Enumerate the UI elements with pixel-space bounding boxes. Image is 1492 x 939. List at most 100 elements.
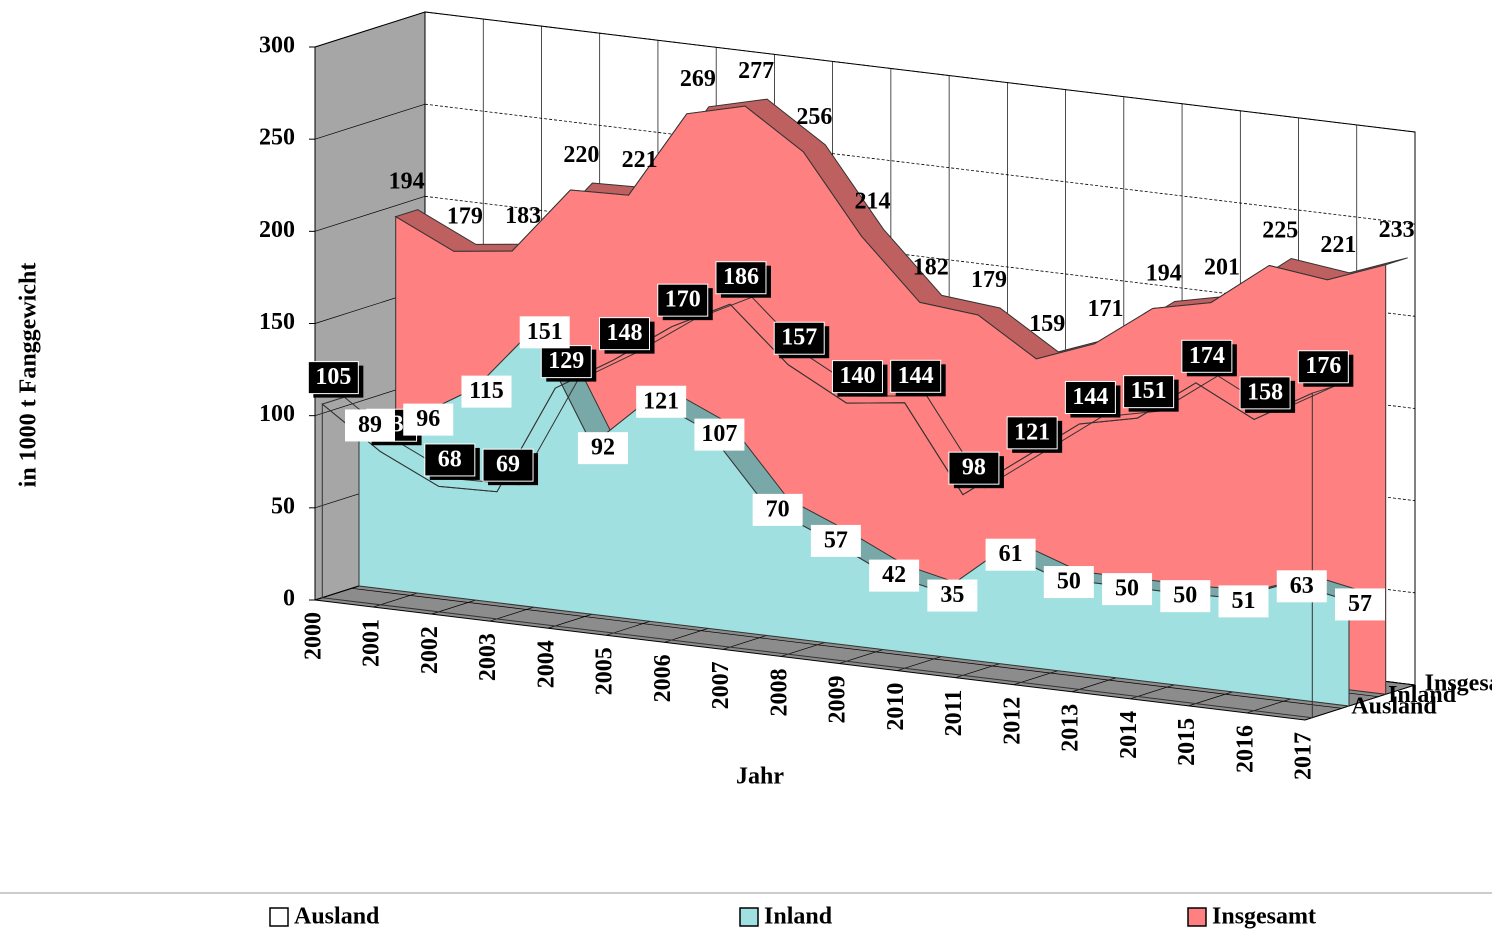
data-label: 159: [1029, 311, 1065, 337]
data-label: 194: [389, 169, 425, 195]
data-label: 194: [1146, 260, 1182, 286]
data-label: 183: [505, 203, 541, 229]
x-tick-label: 2000: [301, 612, 327, 660]
x-tick-label: 2007: [708, 661, 734, 709]
data-label: 35: [940, 582, 964, 608]
x-tick-label: 2005: [592, 647, 618, 695]
data-label: 63: [1290, 573, 1314, 599]
label-box: [869, 559, 920, 592]
label-box: [948, 451, 1000, 485]
data-label: 269: [680, 66, 716, 92]
label-box: [307, 361, 359, 395]
data-label: 42: [882, 562, 906, 588]
x-tick-label: 2011: [941, 690, 967, 737]
grid-line: [314, 195, 426, 232]
y-tick-label: 300: [259, 33, 295, 59]
data-label: 57: [1348, 591, 1372, 617]
x-tick-label: 2012: [999, 697, 1025, 745]
label-box: [599, 317, 651, 351]
legend-swatch: [739, 907, 759, 927]
label-box: [1276, 570, 1327, 603]
data-label: 220: [563, 142, 599, 168]
data-label: 129: [548, 348, 584, 374]
x-tick-label: 2010: [883, 683, 909, 731]
x-tick-label: 2016: [1232, 725, 1258, 773]
x-tick-label: 2017: [1291, 732, 1317, 780]
data-label: 50: [1173, 583, 1197, 609]
label-box: [715, 261, 767, 295]
data-label: 179: [447, 203, 483, 229]
data-label: 214: [855, 188, 891, 214]
data-label: 144: [898, 363, 934, 389]
x-tick-label: 2008: [766, 668, 792, 716]
x-tick-label: 2015: [1174, 718, 1200, 766]
data-label: 233: [1379, 217, 1415, 243]
legend-swatch: [1187, 907, 1207, 927]
y-tick-label: 150: [259, 309, 295, 335]
data-label: 151: [527, 319, 563, 345]
label-box: [1218, 585, 1269, 618]
data-label: 50: [1115, 576, 1139, 602]
data-label: 221: [1320, 232, 1356, 258]
label-box: [773, 321, 825, 355]
y-axis-title: in 1000 t Fanggewicht: [16, 263, 42, 488]
data-label: 170: [665, 287, 701, 313]
data-label: 107: [701, 421, 737, 447]
data-label: 70: [766, 496, 790, 522]
floor-grid: [1304, 684, 1416, 721]
y-tick-label: 0: [283, 586, 295, 612]
label-box: [1160, 580, 1211, 613]
label-box: [1102, 573, 1153, 606]
x-tick-label: 2003: [475, 633, 501, 681]
data-label: 256: [796, 104, 832, 130]
data-label: 121: [1014, 419, 1050, 445]
label-box: [927, 579, 978, 612]
label-box: [890, 359, 942, 393]
label-box: [1181, 339, 1233, 373]
data-label: 179: [971, 267, 1007, 293]
data-label: 105: [315, 364, 351, 390]
label-box: [810, 524, 861, 557]
label-box: [985, 538, 1036, 571]
label-box: [1239, 376, 1291, 410]
label-box: [1006, 416, 1058, 450]
legend-swatch: [269, 907, 289, 927]
data-label: 121: [643, 388, 679, 414]
label-box: [540, 345, 592, 379]
data-label: 277: [738, 58, 774, 84]
data-label: 144: [1072, 384, 1108, 410]
x-tick-label: 2014: [1116, 711, 1142, 759]
x-tick-label: 2002: [417, 626, 443, 674]
data-label: 151: [1131, 378, 1167, 404]
grid-line: [314, 103, 426, 140]
label-box: [657, 283, 709, 317]
data-label: 50: [1057, 569, 1081, 595]
data-label: 92: [591, 435, 615, 461]
depth-label: Ausland: [1351, 694, 1437, 720]
label-box: [345, 409, 395, 442]
data-label: 182: [913, 254, 949, 280]
label-box: [403, 403, 454, 436]
label-box: [519, 316, 570, 349]
x-tick-label: 2013: [1058, 704, 1084, 752]
data-label: 221: [622, 147, 658, 173]
label-box: [1043, 566, 1094, 599]
x-tick-label: 2009: [825, 676, 851, 724]
label-box: [482, 448, 534, 482]
data-label: 158: [1247, 379, 1283, 405]
data-label: 140: [839, 363, 875, 389]
data-label: 186: [723, 264, 759, 290]
label-box: [1335, 588, 1385, 621]
data-label: 157: [781, 325, 817, 351]
data-label: 51: [1232, 588, 1256, 614]
data-label: 61: [999, 541, 1023, 567]
label-box: [831, 360, 883, 394]
y-tick-label: 250: [259, 125, 295, 151]
data-label: 69: [496, 452, 520, 478]
label-box: [752, 493, 803, 526]
label-box: [1064, 380, 1116, 414]
data-label: 68: [438, 446, 462, 472]
data-label: 225: [1262, 217, 1298, 243]
data-label: 57: [824, 527, 848, 553]
